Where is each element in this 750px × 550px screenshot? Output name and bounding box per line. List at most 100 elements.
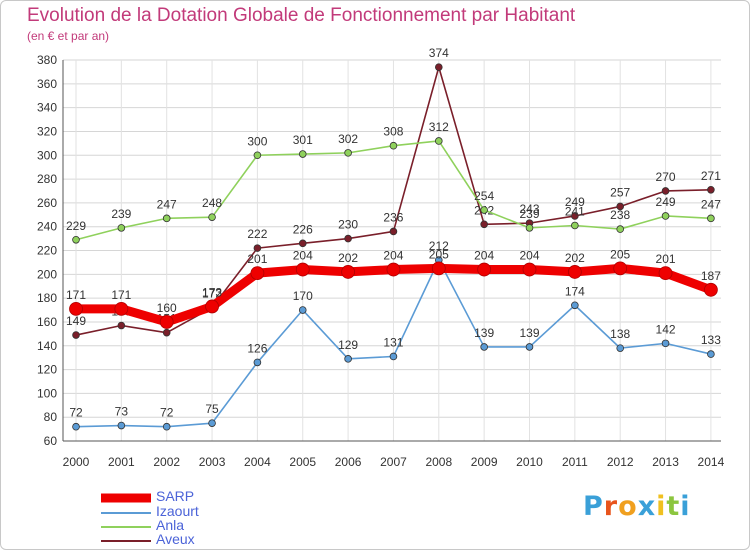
x-tick-label: 2004 [244, 455, 271, 469]
data-point-anla [707, 214, 715, 223]
data-point-sarp [522, 262, 537, 277]
y-tick-label: 340 [37, 101, 57, 115]
x-tick-label: 2002 [153, 455, 180, 469]
data-label-aveux: 236 [383, 210, 403, 224]
legend-label-sarp: SARP [156, 488, 195, 504]
x-tick-label: 2012 [607, 455, 634, 469]
logo-letter: i [680, 491, 691, 522]
data-point-izaourt [707, 350, 715, 358]
data-point-sarp [477, 262, 492, 277]
proxiti-logo: Proxiti [583, 491, 691, 522]
y-tick-label: 140 [37, 339, 57, 353]
y-tick-label: 80 [44, 410, 58, 424]
x-tick-label: 2005 [289, 455, 316, 469]
data-point-izaourt [344, 355, 352, 363]
data-point-izaourt [72, 422, 80, 431]
data-label-aveux: 230 [338, 218, 358, 232]
data-point-izaourt [162, 422, 171, 431]
data-label-anla: 229 [66, 219, 86, 233]
y-tick-label: 380 [37, 53, 57, 67]
data-point-sarp [69, 301, 83, 316]
y-tick-label: 200 [37, 267, 57, 281]
data-label-izaourt: 139 [474, 326, 494, 340]
data-label-anla: 247 [157, 197, 177, 211]
data-label-sarp: 204 [519, 249, 539, 263]
data-point-sarp [341, 265, 356, 279]
data-label-sarp: 205 [429, 247, 449, 261]
data-label-aveux: 374 [429, 46, 449, 60]
data-label-izaourt: 72 [160, 406, 174, 420]
data-label-izaourt: 73 [115, 405, 129, 419]
data-point-aveux [571, 212, 579, 220]
data-point-izaourt [480, 343, 488, 351]
data-point-sarp [704, 282, 718, 297]
data-point-sarp [386, 262, 401, 277]
data-point-sarp [114, 301, 129, 316]
legend-item-anla[interactable]: Anla [101, 517, 261, 534]
y-tick-label: 360 [37, 77, 57, 91]
y-tick-label: 60 [44, 434, 58, 448]
data-point-anla [117, 224, 126, 232]
data-label-izaourt: 142 [656, 322, 676, 336]
legend-item-sarp[interactable]: SARP [101, 488, 261, 505]
data-point-aveux [707, 185, 715, 194]
x-tick-label: 2007 [380, 455, 407, 469]
data-point-aveux [72, 331, 80, 339]
data-point-aveux [162, 328, 171, 337]
data-label-izaourt: 126 [247, 341, 267, 355]
data-point-anla [298, 150, 307, 158]
data-point-izaourt [616, 344, 624, 352]
data-point-izaourt [208, 419, 216, 427]
data-label-aveux: 270 [656, 170, 676, 184]
data-point-anla [480, 206, 488, 214]
data-label-anla: 239 [519, 207, 539, 221]
legend-label-izaourt: Izaourt [156, 503, 199, 519]
logo-letter: t [666, 491, 681, 522]
data-point-aveux [480, 220, 488, 229]
data-point-sarp [295, 262, 310, 277]
x-tick-label: 2014 [698, 455, 725, 469]
logo-letter: x [637, 491, 657, 522]
data-label-anla: 301 [293, 133, 313, 147]
data-label-izaourt: 72 [69, 406, 83, 420]
legend-swatch-izaourt [101, 512, 151, 514]
data-label-aveux: 226 [293, 222, 313, 236]
chart-subtitle: (en € et par an) [27, 29, 110, 43]
logo-letter: r [603, 491, 619, 522]
x-tick-label: 2003 [199, 455, 226, 469]
data-label-anla: 308 [383, 125, 403, 139]
legend-swatch-sarp [101, 493, 151, 503]
data-label-izaourt: 170 [293, 289, 313, 303]
data-label-sarp: 202 [565, 251, 585, 265]
x-tick-label: 2006 [335, 455, 362, 469]
y-tick-label: 120 [37, 363, 57, 377]
y-tick-label: 260 [37, 196, 57, 210]
data-label-sarp: 201 [247, 252, 267, 266]
y-tick-label: 180 [37, 291, 57, 305]
y-tick-label: 100 [37, 386, 57, 400]
data-point-sarp [567, 265, 582, 279]
data-label-izaourt: 133 [701, 333, 721, 347]
data-label-izaourt: 174 [565, 284, 585, 298]
data-point-anla [571, 221, 579, 230]
data-point-anla [616, 225, 624, 233]
data-label-izaourt: 138 [610, 327, 630, 341]
chart-title: Evolution de la Dotation Globale de Fonc… [27, 5, 576, 26]
legend-item-aveux[interactable]: Aveux [101, 531, 261, 548]
data-point-aveux [344, 234, 352, 243]
x-tick-label: 2000 [63, 455, 90, 469]
data-point-sarp [431, 261, 446, 276]
data-label-sarp: 204 [474, 249, 494, 263]
y-tick-label: 220 [37, 244, 57, 258]
data-point-anla [72, 235, 80, 244]
data-label-anla: 247 [701, 197, 721, 211]
legend-item-izaourt[interactable]: Izaourt [101, 503, 261, 520]
data-point-aveux [616, 202, 624, 211]
data-label-sarp: 201 [656, 252, 676, 266]
data-label-aveux: 243 [519, 202, 539, 216]
data-label-sarp: 171 [111, 288, 131, 302]
data-point-anla [162, 214, 171, 223]
data-point-anla [661, 212, 670, 220]
data-point-anla [525, 224, 534, 232]
